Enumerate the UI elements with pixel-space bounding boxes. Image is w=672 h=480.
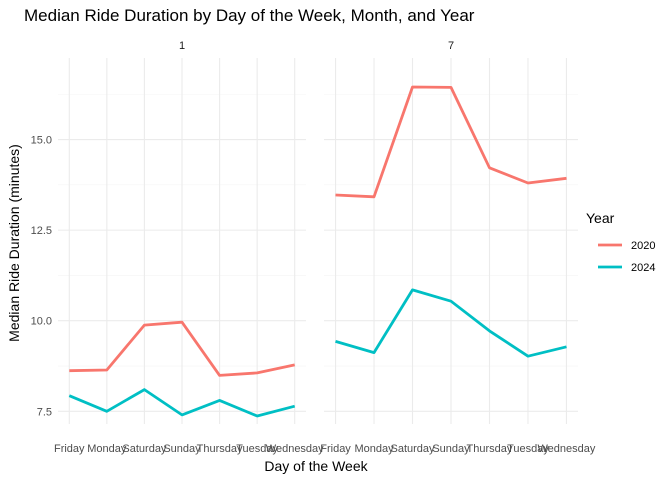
x-tick-label: Tuesday [507,443,549,455]
facet-label: 7 [448,40,454,52]
y-axis-title: Median Ride Duration (minutes) [6,144,22,342]
x-tick-label: Saturday [122,443,167,455]
x-tick-label: Saturday [390,443,435,455]
x-tick-label: Tuesday [236,443,278,455]
y-tick-label: 15.0 [31,135,52,147]
legend-label: 2024 [631,262,655,274]
y-tick-label: 10.0 [31,316,52,328]
legend-title: Year [586,210,615,226]
x-tick-label: Friday [320,443,351,455]
y-tick-label: 7.5 [37,406,52,418]
y-tick-label: 12.5 [31,225,52,237]
x-tick-label: Thursday [467,443,513,455]
legend-label: 2020 [631,240,655,252]
series-line-2020 [69,320,295,377]
x-tick-label: Sunday [163,443,201,455]
legend: Year 2020 2024 [586,210,655,274]
legend-entry-2020: 2020 [598,240,655,252]
x-tick-label: Friday [54,443,85,455]
facet-label: 1 [179,40,185,52]
panel-1: 1 Friday MondaySaturdaySundayThursdayTuesd… [31,40,325,455]
x-tick-label: Thursday [197,443,243,455]
series-line-2024 [68,388,296,418]
x-tick-label: Monday [87,443,127,455]
panel-2: 7 Friday MondaySaturdaySundayThursdayTuesd… [320,40,596,455]
x-tick-label: Wednesday [538,443,596,455]
series-line-2020 [335,85,567,199]
series-line-2024 [335,288,567,358]
x-tick-label: Wednesday [266,443,324,455]
x-axis-title: Day of the Week [264,458,368,474]
legend-entry-2024: 2024 [598,262,655,274]
x-tick-label: Sunday [432,443,470,455]
chart-title: Median Ride Duration by Day of the Week,… [24,6,475,25]
x-tick-label: Monday [354,443,394,455]
